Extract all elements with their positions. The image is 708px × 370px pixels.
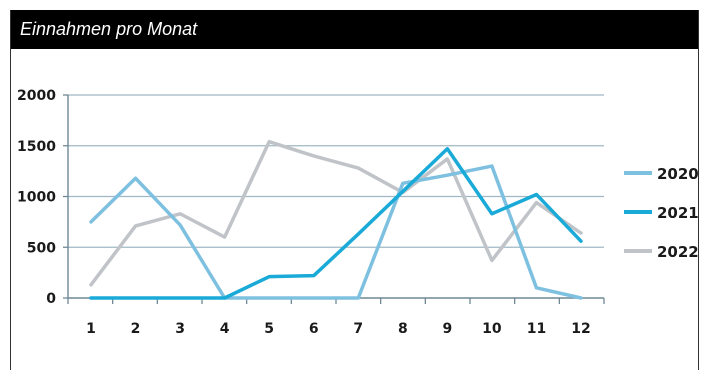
x-tick-label: 7 [353, 321, 363, 337]
y-tick-label: 1000 [17, 190, 56, 206]
x-tick-label: 4 [220, 321, 230, 337]
x-tick-label: 5 [264, 321, 274, 337]
x-tick-label: 10 [482, 321, 502, 337]
x-tick-label: 3 [175, 321, 185, 337]
x-tick-label: 11 [527, 321, 546, 337]
x-tick-label: 2 [131, 321, 141, 337]
y-tick-label: 0 [46, 291, 56, 307]
series-line-2021 [89, 147, 583, 300]
x-tick-label: 12 [571, 321, 590, 337]
x-tick-label: 8 [398, 321, 408, 337]
chart-title-bar: Einnahmen pro Monat [11, 10, 698, 49]
legend: 2020 2021 2022 [624, 165, 699, 261]
y-tick-label: 2000 [17, 88, 56, 104]
x-tick-label: 6 [309, 321, 319, 337]
grid-lines [68, 94, 604, 248]
x-tick-label: 1 [86, 321, 96, 337]
legend-label: 2022 [657, 243, 699, 261]
series-line-2020 [89, 164, 583, 300]
legend-label: 2021 [657, 204, 699, 222]
y-tick-label: 1500 [17, 139, 56, 155]
chart-title: Einnahmen pro Monat [20, 19, 198, 39]
x-tick-labels: 1 2 3 4 5 6 7 8 9 10 11 12 [86, 321, 591, 337]
x-tick-label: 9 [442, 321, 452, 337]
legend-label: 2020 [657, 165, 699, 183]
y-tick-labels: 0 500 1000 1500 2000 [17, 88, 56, 307]
y-tick-label: 500 [27, 240, 56, 256]
series-lines [89, 139, 583, 300]
